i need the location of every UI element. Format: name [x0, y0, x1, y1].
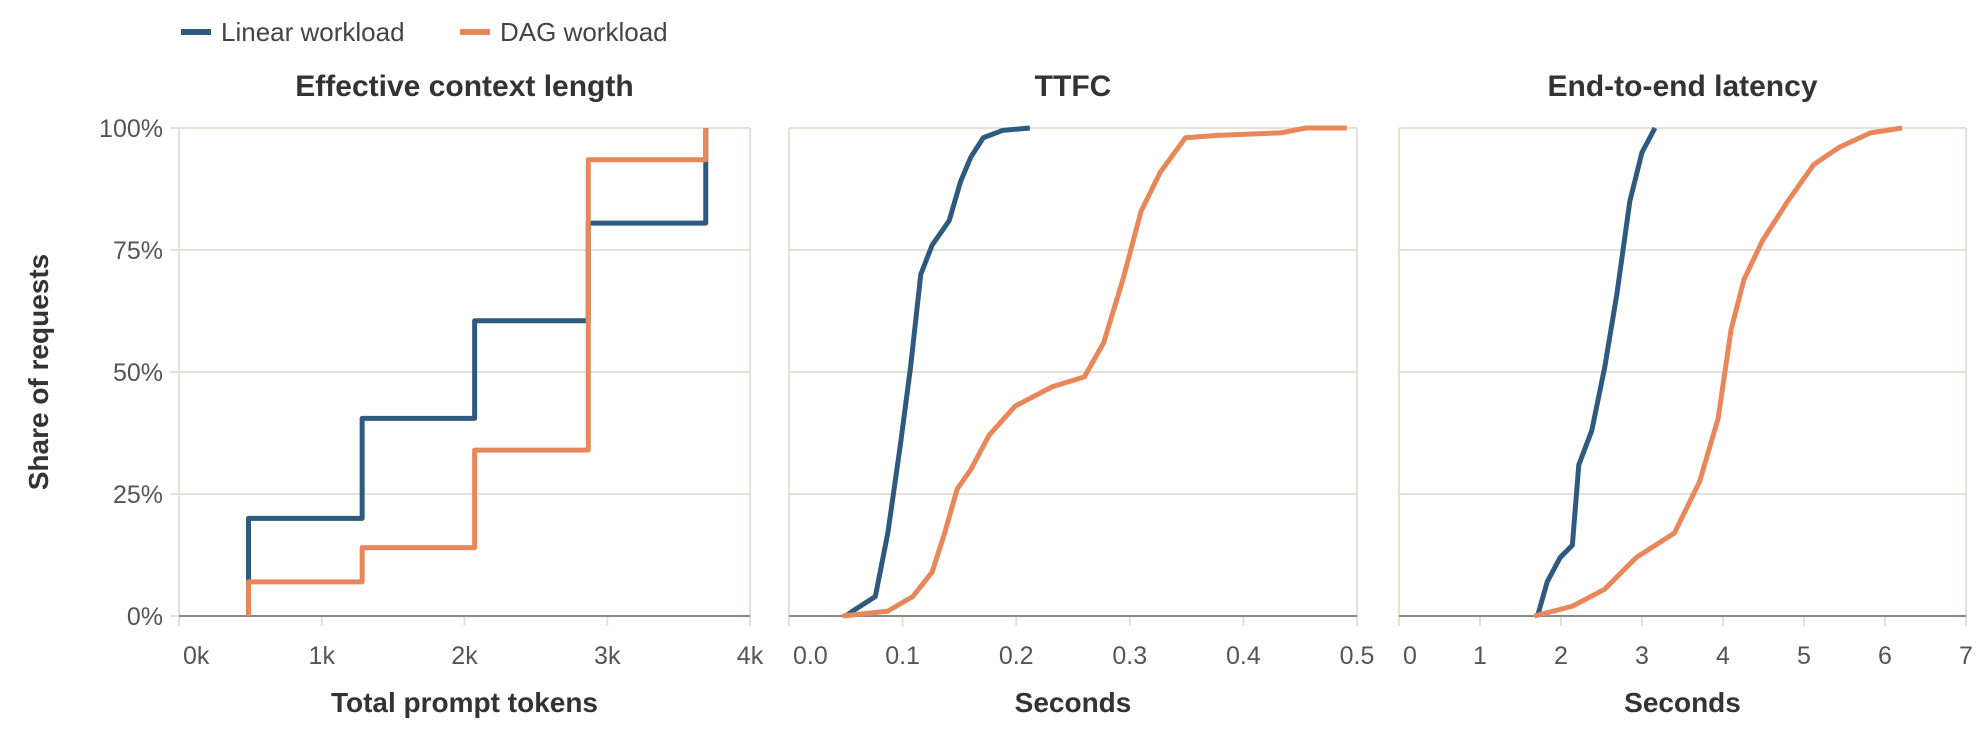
- y-tick-label: 75%: [113, 237, 163, 265]
- x-tick-label: 4: [1716, 642, 1730, 670]
- y-tick-label: 0%: [127, 603, 163, 631]
- series-line-linear: [844, 125, 1031, 619]
- x-tick-label: 0.1: [885, 642, 920, 670]
- legend-label-dag: DAG workload: [500, 17, 668, 47]
- y-axis-title: Share of requests: [23, 254, 54, 491]
- series-line-linear: [1535, 126, 1658, 617]
- x-tick-label: 1k: [309, 642, 336, 670]
- x-tick-label: 1: [1473, 642, 1487, 670]
- x-tick-label: 3: [1635, 642, 1649, 670]
- x-tick-label: 0.2: [999, 642, 1034, 670]
- series-line-dag: [246, 128, 709, 616]
- y-tick-label: 100%: [99, 115, 163, 143]
- x-tick-label: 2k: [451, 642, 478, 670]
- series-line-dag: [1533, 125, 1903, 619]
- panel-title: TTFC: [1035, 70, 1112, 103]
- x-tick-label: 0.0: [793, 642, 828, 670]
- x-tick-label: 0k: [183, 642, 210, 670]
- panel-3: 0 1 2 3 4 5 6 7 End-to-end latency Seconds: [1398, 70, 1973, 718]
- series-line-dag: [842, 125, 1347, 619]
- x-tick-label: 0: [1403, 642, 1417, 670]
- panel-2: 0.0 0.1 0.2 0.3 0.4 0.5 TTFC Seconds: [788, 70, 1375, 718]
- x-axis-title: Total prompt tokens: [331, 687, 598, 718]
- legend: Linear workload DAG workload: [181, 17, 668, 47]
- panel-title: Effective context length: [295, 70, 633, 103]
- x-tick-label: 5: [1797, 642, 1811, 670]
- x-tick-label: 4k: [737, 642, 764, 670]
- x-tick-label: 7: [1959, 642, 1973, 670]
- y-tick-label: 25%: [113, 481, 163, 509]
- panel-title: End-to-end latency: [1547, 70, 1817, 103]
- x-tick-label: 3k: [594, 642, 621, 670]
- x-axis-title: Seconds: [1015, 687, 1132, 718]
- series-line-linear: [246, 128, 709, 616]
- x-axis-title: Seconds: [1624, 687, 1741, 718]
- x-tick-label: 6: [1878, 642, 1892, 670]
- x-tick-label: 0.3: [1112, 642, 1147, 670]
- x-tick-label: 0.5: [1340, 642, 1375, 670]
- panel-1: 0% 25% 50% 75% 100% 0k 1k 2k 3k 4k Effective conte…: [99, 70, 764, 718]
- legend-label-linear: Linear workload: [221, 17, 405, 47]
- x-tick-label: 2: [1554, 642, 1568, 670]
- y-tick-label: 50%: [113, 359, 163, 387]
- x-tick-label: 0.4: [1226, 642, 1261, 670]
